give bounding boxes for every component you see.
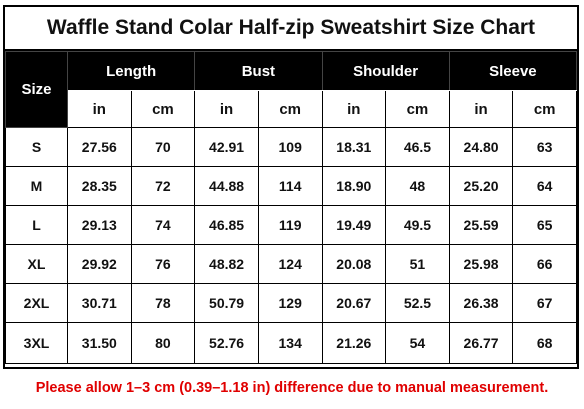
table-row: S 27.56 70 42.91 109 18.31 46.5 24.80 63 [5,127,577,167]
size-cell: XL [5,244,68,284]
measurement-cell: 54 [385,322,450,364]
measurement-cell: 31.50 [67,322,132,364]
measurement-cell: 64 [512,166,577,206]
measurement-cell: 26.38 [448,283,514,323]
table-row: M 28.35 72 44.88 114 18.90 48 25.20 64 [5,166,577,206]
unit-header-row: in cm in cm in cm in cm [6,90,577,128]
measurement-cell: 67 [512,283,577,323]
measurement-cell: 21.26 [321,322,387,364]
measurement-cell: 78 [130,283,196,323]
unit-header: cm [385,90,450,128]
size-rows: S 27.56 70 42.91 109 18.31 46.5 24.80 63 M 28.35 72… [5,127,577,364]
measurement-cell: 129 [257,283,323,323]
measurement-cell: 46.85 [194,205,259,245]
measurement-cell: 68 [512,322,577,364]
unit-header: cm [512,90,577,128]
measurement-cell: 49.5 [385,205,450,245]
measurement-cell: 42.91 [194,127,259,167]
unit-header: cm [130,90,196,128]
measurement-cell: 48 [385,166,450,206]
chart-title: Waffle Stand Colar Half-zip Sweatshirt S… [5,7,577,51]
measurement-cell: 25.59 [448,205,514,245]
measurement-cell: 74 [130,205,196,245]
measurement-cell: 25.98 [448,244,514,284]
measurement-cell: 72 [130,166,196,206]
size-cell: L [5,205,68,245]
measurement-cell: 124 [257,244,323,284]
measurement-cell: 20.67 [321,283,387,323]
measurement-cell: 29.92 [67,244,132,284]
measurement-cell: 20.08 [321,244,387,284]
measurement-cell: 52.76 [194,322,259,364]
measurement-cell: 134 [257,322,323,364]
group-header-row: Size Length Bust Shoulder Sleeve [5,51,578,128]
measurement-cell: 76 [130,244,196,284]
size-cell: M [5,166,68,206]
measurement-cell: 48.82 [194,244,259,284]
measurement-cell: 119 [257,205,323,245]
measurement-cell: 66 [512,244,577,284]
measurement-cell: 80 [130,322,196,364]
unit-header: in [67,90,132,128]
measurement-cell: 46.5 [385,127,450,167]
measurement-cell: 65 [512,205,577,245]
unit-header: cm [257,90,323,128]
table-row: L 29.13 74 46.85 119 19.49 49.5 25.59 65 [5,205,577,245]
measurement-note: Please allow 1–3 cm (0.39–1.18 in) diffe… [35,380,549,396]
measurement-cell: 114 [257,166,323,206]
measurement-cell: 25.20 [448,166,514,206]
measurement-cell: 29.13 [67,205,132,245]
measurement-cell: 50.79 [194,283,259,323]
measurement-cell: 109 [257,127,323,167]
measurement-cell: 30.71 [67,283,132,323]
measurement-cell: 63 [512,127,577,167]
unit-header: in [194,90,259,128]
measurement-cell: 44.88 [194,166,259,206]
measurement-cell: 70 [130,127,196,167]
measurement-cell: 28.35 [67,166,132,206]
table-row: 3XL 31.50 80 52.76 134 21.26 54 26.77 68 [5,322,577,364]
size-cell: 2XL [5,283,68,323]
measurement-cell: 24.80 [448,127,514,167]
unit-header: in [448,90,514,128]
measurement-cell: 19.49 [321,205,387,245]
measurement-cell: 18.31 [321,127,387,167]
size-cell: S [5,127,68,167]
measurement-cell: 26.77 [448,322,514,364]
size-table: Size Length Bust Shoulder Sleeve in cm i… [5,51,578,364]
measurement-cell: 18.90 [321,166,387,206]
size-cell: 3XL [5,322,68,364]
measurement-cell: 27.56 [67,127,132,167]
sleeve-header: Sleeve [448,51,578,91]
table-row: 2XL 30.71 78 50.79 129 20.67 52.5 26.38 67 [5,283,577,323]
bust-header: Bust [194,51,323,91]
measurement-cell: 51 [385,244,450,284]
shoulder-header: Shoulder [321,51,450,91]
size-header: Size [5,51,68,128]
size-chart: Waffle Stand Colar Half-zip Sweatshirt S… [3,5,579,369]
length-header: Length [66,51,196,91]
table-row: XL 29.92 76 48.82 124 20.08 51 25.98 66 [5,244,577,284]
unit-header: in [321,90,387,128]
measurement-cell: 52.5 [385,283,450,323]
